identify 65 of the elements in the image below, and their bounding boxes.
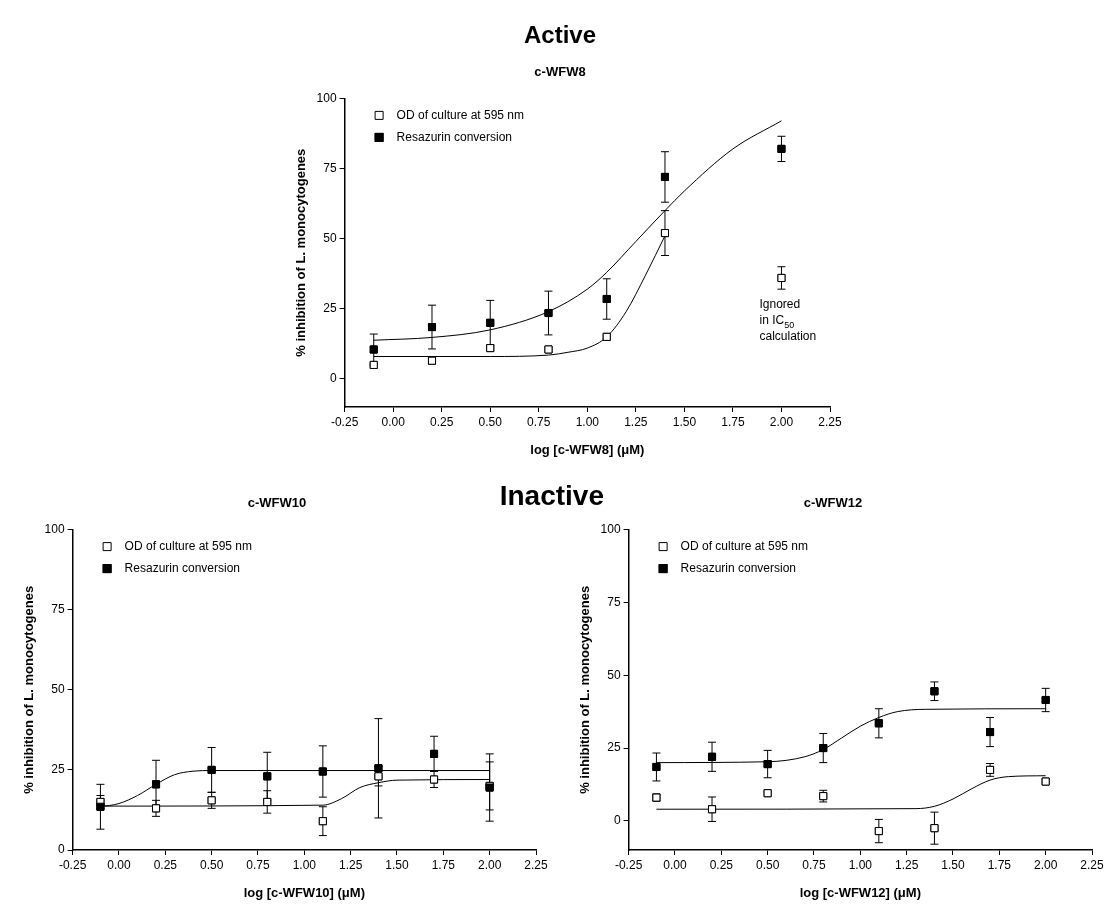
- x-tick-label: 0.25: [153, 857, 178, 872]
- y-axis-title: % inhibition of L. monocytogenes: [21, 585, 37, 794]
- x-tick-label: 1.75: [431, 857, 456, 872]
- y-tick-label: 100: [316, 90, 337, 105]
- x-tick-label: 2.25: [1080, 857, 1104, 872]
- x-tick-label: 1.00: [292, 857, 317, 872]
- x-tick-label: 0.50: [199, 857, 224, 872]
- y-tick-label: 25: [607, 740, 621, 755]
- chart-title: Active: [523, 21, 597, 49]
- y-tick-label: 75: [323, 160, 337, 175]
- x-tick-label: 1.50: [672, 414, 697, 429]
- y-tick-label: 0: [57, 842, 65, 857]
- y-tick-label: 0: [613, 813, 621, 828]
- x-tick-label: 1.25: [894, 857, 919, 872]
- x-tick-label: 0.75: [527, 414, 551, 429]
- x-tick-label: 2.25: [524, 857, 548, 872]
- x-tick-label: 0.00: [381, 414, 406, 429]
- x-axis-title: log [c-WFW8] (μM): [530, 441, 645, 457]
- y-tick-label: 50: [323, 230, 337, 245]
- x-tick-label: -0.25: [614, 857, 643, 872]
- x-tick-label: 1.50: [941, 857, 965, 872]
- y-tick-label: 75: [607, 594, 621, 609]
- text: Inactive: [499, 480, 604, 512]
- y-tick-label: 25: [51, 762, 65, 777]
- y-axis-title: % inhibition of L. monocytogenes: [577, 585, 593, 794]
- x-tick-label: 0.25: [709, 857, 734, 872]
- chart-title: c-WFW10: [247, 495, 307, 511]
- x-tick-label: -0.25: [330, 414, 359, 429]
- x-tick-label: 0.00: [663, 857, 687, 872]
- x-tick-label: 2.25: [818, 414, 842, 429]
- x-tick-label: 0.75: [246, 857, 270, 872]
- x-tick-label: 0.00: [107, 857, 131, 872]
- y-tick-label: 100: [600, 521, 621, 536]
- x-tick-label: 1.75: [987, 857, 1012, 872]
- x-tick-label: 1.00: [575, 414, 600, 429]
- y-tick-label: 50: [51, 682, 65, 697]
- chart-subtitle: c-WFW8: [534, 64, 586, 80]
- y-tick-label: 0: [329, 371, 337, 386]
- legend-label: Resazurin conversion: [396, 129, 513, 144]
- y-axis-title: % inhibition of L. monocytogenes: [293, 148, 309, 357]
- x-tick-label: 0.25: [430, 414, 454, 429]
- x-axis-title: log [c-WFW10] (μM): [243, 884, 365, 900]
- x-tick-label: 2.00: [477, 857, 502, 872]
- x-tick-label: 0.75: [802, 857, 826, 872]
- legend-label: OD of culture at 595 nm: [124, 538, 253, 553]
- x-tick-label: 0.50: [755, 857, 780, 872]
- legend-label: Resazurin conversion: [680, 560, 797, 575]
- x-tick-label: 1.25: [624, 414, 648, 429]
- legend-label: OD of culture at 595 nm: [396, 107, 525, 122]
- y-tick-label: 25: [323, 301, 337, 316]
- x-tick-label: 0.50: [478, 414, 503, 429]
- y-tick-label: 75: [51, 602, 65, 617]
- x-tick-label: 1.00: [848, 857, 873, 872]
- y-tick-label: 100: [44, 521, 65, 536]
- x-tick-label: 2.00: [1033, 857, 1058, 872]
- y-tick-label: 50: [607, 667, 621, 682]
- x-tick-label: 1.50: [385, 857, 409, 872]
- x-tick-label: 2.00: [769, 414, 794, 429]
- x-tick-label: -0.25: [58, 857, 87, 872]
- x-axis-title: log [c-WFW12] (μM): [799, 884, 921, 900]
- chart-title: c-WFW12: [803, 495, 863, 511]
- x-tick-label: 1.25: [338, 857, 363, 872]
- legend-label: Resazurin conversion: [124, 560, 241, 575]
- legend-label: OD of culture at 595 nm: [680, 538, 809, 553]
- x-tick-label: 1.75: [721, 414, 745, 429]
